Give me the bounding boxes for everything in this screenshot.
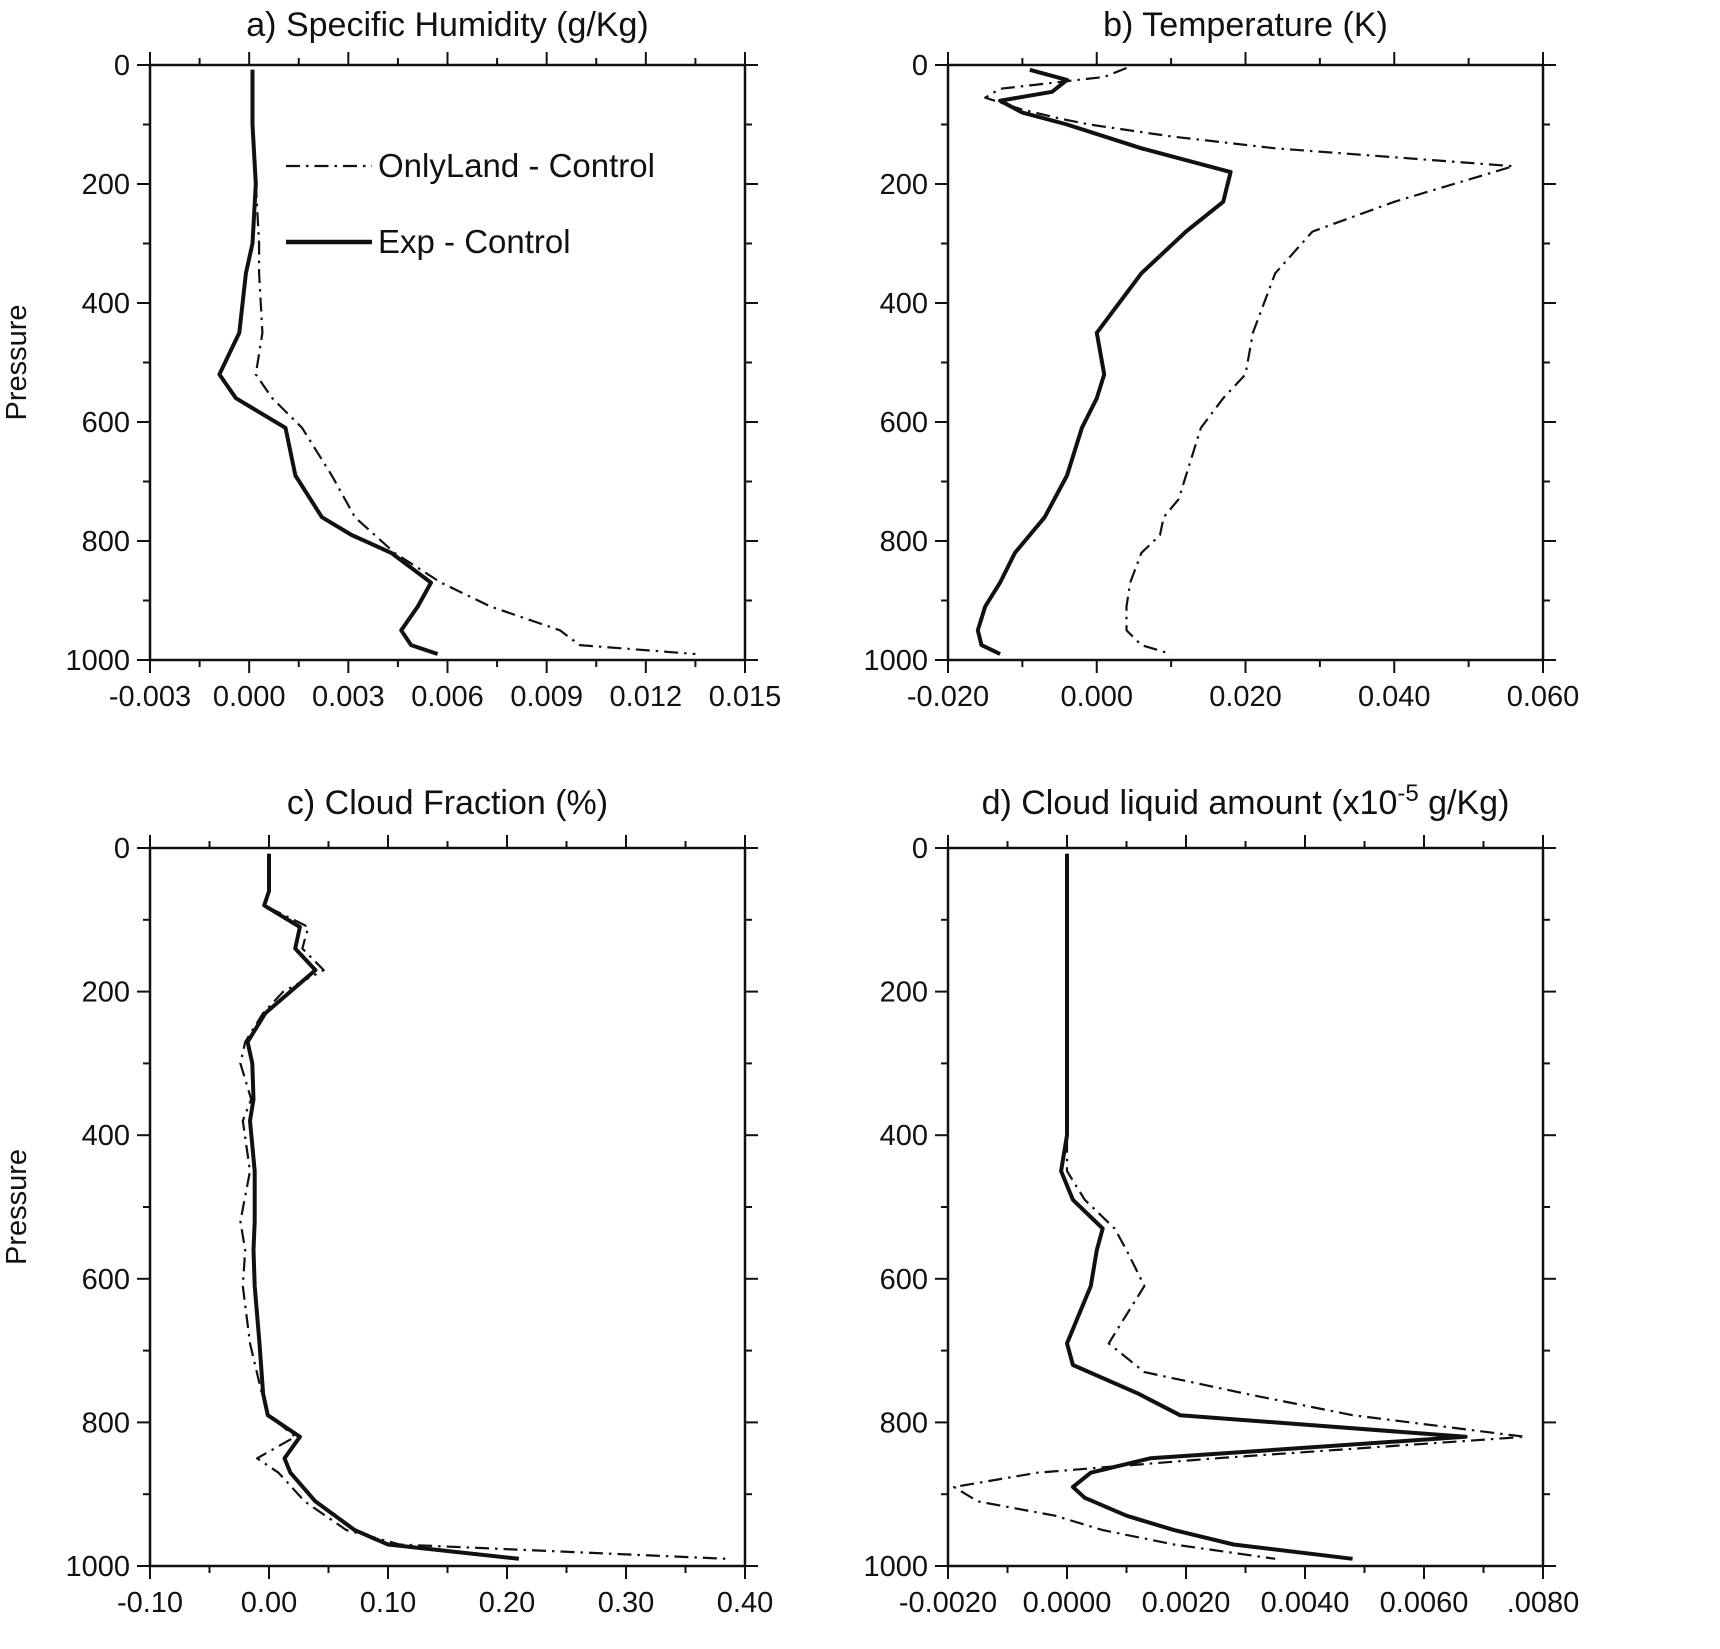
series-line-onlyland-control bbox=[984, 66, 1515, 656]
x-tick-label: 0.000 bbox=[213, 681, 286, 713]
tick-labels: -0.10 0.00 0.10 0.20 0.30 0.40 0 200 400 600 800 10… bbox=[65, 833, 773, 1619]
x-tick-label: -0.10 bbox=[117, 1587, 183, 1619]
y-tick-label: 600 bbox=[880, 407, 928, 439]
tick-labels: -0.0020 0.0000 0.0020 0.0040 0.0060 .0080 0 200… bbox=[863, 833, 1579, 1619]
y-tick-label: 800 bbox=[82, 1407, 130, 1439]
x-tick-label: 0.040 bbox=[1358, 681, 1431, 713]
chart-title-b: b) Temperature (K) bbox=[1103, 6, 1388, 44]
chart-d-cloud-liquid-amount: -0.0020 0.0000 0.0020 0.0040 0.0060 .0080 0 200… bbox=[863, 780, 1579, 1619]
chart-panel-a: -0.003 0.000 0.003 0.006 0.009 0.012 0.015 0 200… bbox=[0, 0, 860, 770]
x-tick-label: 0.0060 bbox=[1380, 1587, 1469, 1619]
y-tick-label: 1000 bbox=[863, 1551, 928, 1583]
x-tick-label: -0.0020 bbox=[899, 1587, 997, 1619]
y-tick-label: 400 bbox=[880, 288, 928, 320]
x-tick-label: 0.006 bbox=[411, 681, 484, 713]
x-tick-label: 0.20 bbox=[479, 1587, 535, 1619]
axes bbox=[935, 835, 1556, 1579]
x-tick-label: .0080 bbox=[1507, 1587, 1580, 1619]
series-line-exp-control bbox=[975, 67, 1233, 656]
y-tick-label: 200 bbox=[880, 169, 928, 201]
x-tick-label: 0.000 bbox=[1060, 681, 1133, 713]
chart-panel-b: -0.020 0.000 0.020 0.040 0.060 0 200 400 600 800 1… bbox=[860, 0, 1720, 770]
y-tick-label: 800 bbox=[82, 526, 130, 558]
chart-panel-d: -0.0020 0.0000 0.0020 0.0040 0.0060 .0080 0 200… bbox=[860, 770, 1720, 1649]
y-tick-label: 0 bbox=[114, 50, 130, 82]
series bbox=[239, 853, 728, 1561]
plot-border bbox=[946, 63, 1545, 662]
x-tick-label: 0.00 bbox=[241, 1587, 297, 1619]
series-line-onlyland-control bbox=[251, 69, 696, 656]
chart-b-temperature: -0.020 0.000 0.020 0.040 0.060 0 200 400 600 800 1… bbox=[863, 6, 1579, 713]
tick-labels: -0.020 0.000 0.020 0.040 0.060 0 200 400 600 800 1… bbox=[863, 50, 1579, 713]
chart-title-d: d) Cloud liquid amount (x10-5 g/Kg) bbox=[982, 780, 1510, 822]
x-tick-label: 0.10 bbox=[360, 1587, 416, 1619]
y-tick-label: 1000 bbox=[65, 1551, 130, 1583]
x-tick-label: -0.020 bbox=[907, 681, 989, 713]
x-tick-label: 0.060 bbox=[1507, 681, 1580, 713]
y-tick-label: 200 bbox=[82, 169, 130, 201]
x-tick-label: 0.012 bbox=[610, 681, 683, 713]
y-tick-label: 400 bbox=[880, 1120, 928, 1152]
series bbox=[952, 853, 1527, 1561]
y-tick-label: 400 bbox=[82, 288, 130, 320]
y-tick-label: 400 bbox=[82, 1120, 130, 1152]
x-tick-label: 0.020 bbox=[1209, 681, 1282, 713]
plot-border bbox=[946, 846, 1545, 1568]
y-tick-label: 200 bbox=[880, 977, 928, 1009]
x-tick-label: -0.003 bbox=[109, 681, 191, 713]
x-tick-label: 0.0000 bbox=[1023, 1587, 1112, 1619]
series-line-exp-control bbox=[245, 853, 520, 1561]
y-tick-label: 600 bbox=[82, 1264, 130, 1296]
series-line-exp-control bbox=[1059, 853, 1468, 1561]
y-tick-label: 0 bbox=[912, 50, 928, 82]
series-line-exp-control bbox=[217, 69, 439, 656]
chart-title-a: a) Specific Humidity (g/Kg) bbox=[246, 6, 648, 44]
legend: OnlyLand - Control Exp - Control bbox=[286, 147, 655, 260]
chart-panel-c: -0.10 0.00 0.10 0.20 0.30 0.40 0 200 400 600 800 10… bbox=[0, 770, 860, 1649]
x-tick-label: 0.0020 bbox=[1142, 1587, 1231, 1619]
x-tick-label: 0.009 bbox=[510, 681, 583, 713]
plot-border bbox=[148, 63, 747, 662]
y-tick-label: 0 bbox=[912, 833, 928, 865]
y-tick-label: 600 bbox=[880, 1264, 928, 1296]
x-tick-label: 0.015 bbox=[709, 681, 782, 713]
plot-border bbox=[148, 846, 747, 1568]
y-tick-label: 1000 bbox=[65, 645, 130, 677]
axes bbox=[137, 52, 758, 673]
tick-labels: -0.003 0.000 0.003 0.006 0.009 0.012 0.015 0 200… bbox=[65, 50, 781, 713]
x-tick-label: 0.30 bbox=[598, 1587, 654, 1619]
legend-label-exp-control: Exp - Control bbox=[378, 223, 571, 260]
y-axis-label: Pressure bbox=[1, 304, 33, 420]
x-tick-label: 0.40 bbox=[717, 1587, 773, 1619]
series bbox=[975, 66, 1515, 656]
y-tick-label: 800 bbox=[880, 526, 928, 558]
y-tick-label: 0 bbox=[114, 833, 130, 865]
y-axis-label: Pressure bbox=[1, 1149, 33, 1265]
y-tick-label: 600 bbox=[82, 407, 130, 439]
x-tick-label: 0.0040 bbox=[1261, 1587, 1350, 1619]
y-tick-label: 1000 bbox=[863, 645, 928, 677]
chart-title-c: c) Cloud Fraction (%) bbox=[287, 784, 608, 822]
series bbox=[217, 69, 696, 656]
y-tick-label: 800 bbox=[880, 1407, 928, 1439]
legend-label-onlyland-control: OnlyLand - Control bbox=[378, 147, 655, 184]
chart-c-cloud-fraction: -0.10 0.00 0.10 0.20 0.30 0.40 0 200 400 600 800 10… bbox=[1, 784, 773, 1619]
y-tick-label: 200 bbox=[82, 977, 130, 1009]
x-tick-label: 0.003 bbox=[312, 681, 385, 713]
axes bbox=[137, 835, 758, 1579]
series-line-onlyland-control bbox=[239, 853, 728, 1560]
chart-a-specific-humidity: -0.003 0.000 0.003 0.006 0.009 0.012 0.015 0 200… bbox=[1, 6, 781, 713]
